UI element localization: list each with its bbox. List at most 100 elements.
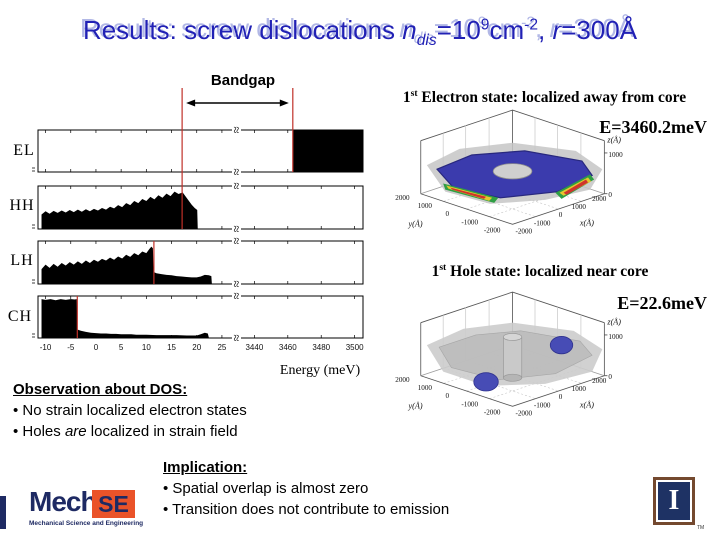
- hole-state-3d-plot: z(Å) 1000 0 2000 1000 0 -1000 -2000 y(Å)…: [395, 291, 623, 418]
- observation-bullet-2: • Holes are localized in strain field: [13, 421, 353, 442]
- y-tick: 0: [445, 392, 449, 400]
- implication-heading: Implication:: [163, 459, 248, 476]
- electron-state-heading: 1st Electron state: localized away from …: [382, 88, 707, 107]
- mechse-logo-text: Mech: [29, 486, 98, 517]
- svg-text:≈: ≈: [229, 126, 244, 133]
- y-tick: 1000: [418, 202, 433, 210]
- y-tick: -2000: [484, 408, 501, 416]
- dos-chart: ≈ ≈ ≈ ≈ ≈ ≈ ≈ ≈ -10 -5 0 5 10 15 20 25 3440 3460 3480 3500: [32, 88, 364, 352]
- core-cylinder: [503, 333, 523, 382]
- y-tick: 2000: [395, 376, 410, 384]
- svg-text:-10: -10: [40, 343, 52, 352]
- y-tick: -1000: [461, 400, 478, 408]
- svg-text:-5: -5: [67, 343, 75, 352]
- svg-text:3480: 3480: [312, 343, 330, 352]
- heading-rest: Hole state: localized near core: [446, 263, 649, 281]
- svg-text:10: 10: [142, 343, 151, 352]
- svg-text:≈: ≈: [229, 334, 244, 341]
- heading-num: 1: [431, 263, 440, 281]
- svg-text:≈: ≈: [229, 225, 244, 232]
- y-tick: -1000: [461, 218, 478, 226]
- z-tick: 1000: [608, 151, 623, 159]
- svg-text:3460: 3460: [279, 343, 297, 352]
- mechse-logo-tagline: Mechanical Science and Engineering: [29, 520, 144, 527]
- panel-label-ch: CH: [7, 308, 33, 325]
- x-tick: 2000: [592, 377, 607, 385]
- title-pow2: -2: [524, 16, 539, 34]
- y-axis-label: y(Å): [408, 401, 423, 410]
- core-hole: [492, 163, 533, 180]
- panel-label-el: EL: [13, 142, 35, 159]
- svg-text:≈: ≈: [229, 292, 244, 299]
- x-tick: -2000: [515, 228, 532, 236]
- svg-text:15: 15: [167, 343, 176, 352]
- slide-title: Results: screw dislocations ndis=109cm-2…: [0, 15, 720, 50]
- title-prefix: Results: screw dislocations: [82, 15, 403, 45]
- svg-text:≈: ≈: [229, 280, 244, 287]
- observation-bullet-1: • No strain localized electron states: [13, 402, 247, 419]
- z-axis-label: z(Å): [606, 136, 621, 145]
- hole-blob-front: [473, 372, 499, 392]
- x-tick: 1000: [572, 203, 587, 211]
- svg-text:≈: ≈: [229, 168, 244, 175]
- bullet-text: • Holes: [13, 423, 65, 440]
- x-tick: -2000: [515, 410, 532, 418]
- hole-energy-label: E=22.6meV: [617, 293, 707, 313]
- hole-blob-right: [549, 336, 574, 355]
- z-tick: 0: [608, 373, 612, 381]
- heading-sup: st: [410, 88, 418, 99]
- y-tick: 0: [445, 210, 449, 218]
- svg-text:3500: 3500: [346, 343, 364, 352]
- observation-heading: Observation about DOS:: [13, 381, 188, 398]
- svg-text:3440: 3440: [245, 343, 263, 352]
- heading-rest: Electron state: localized away from core: [417, 89, 687, 107]
- z-tick: 0: [608, 191, 612, 199]
- x-tick: -1000: [534, 401, 551, 409]
- panel-label-hh: HH: [9, 197, 35, 214]
- title-eq: =10: [436, 15, 481, 45]
- y-tick: 2000: [395, 194, 410, 202]
- hole-state-heading: 1st Hole state: localized near core: [390, 262, 690, 281]
- bullet-text: localized in strain field: [86, 423, 238, 440]
- x-axis-label: x(Å): [579, 400, 594, 409]
- mechse-se-text: SE: [98, 491, 129, 517]
- panel-label-lh: LH: [10, 252, 34, 269]
- x-tick: 2000: [592, 195, 607, 203]
- y-axis-label: y(Å): [408, 219, 423, 228]
- svg-text:20: 20: [192, 343, 201, 352]
- heading-sup: st: [439, 262, 447, 273]
- implication-block: Implication: • Spatial overlap is almost…: [163, 457, 523, 520]
- z-axis-label: z(Å): [606, 318, 621, 327]
- z-tick: 1000: [608, 333, 623, 341]
- heading-num: 1: [402, 89, 411, 107]
- y-tick: 1000: [418, 384, 433, 392]
- title-unit: cm: [489, 15, 525, 45]
- electron-energy-label: E=3460.2meV: [599, 117, 707, 137]
- strain-localization-right: [555, 174, 595, 199]
- strain-localization-left: [443, 183, 499, 203]
- mechse-logo-se-block: SE: [92, 490, 135, 518]
- title-n: n: [402, 15, 417, 45]
- svg-text:25: 25: [217, 343, 226, 352]
- svg-text:≈: ≈: [229, 182, 244, 189]
- energy-axis-label: Energy (meV): [279, 363, 361, 378]
- x-tick: -1000: [534, 219, 551, 227]
- electron-state-3d-plot: z(Å) 1000 0 2000 1000 0 -1000 -2000 y(Å)…: [395, 109, 623, 236]
- title-rval: =300Å: [561, 15, 638, 45]
- title-r: r: [552, 15, 562, 45]
- title-pow: 9: [480, 16, 490, 34]
- svg-text:0: 0: [94, 343, 99, 352]
- illinois-tm-mark: TM: [697, 525, 705, 531]
- x-tick: 1000: [572, 385, 587, 393]
- svg-text:5: 5: [119, 343, 124, 352]
- x-axis-label: x(Å): [579, 218, 594, 227]
- bandgap-label: Bandgap: [210, 72, 276, 89]
- bullet-emphasis: are: [64, 423, 87, 440]
- mechse-logo-bar: [0, 496, 6, 529]
- illinois-logo: I: [653, 477, 695, 525]
- x-tick: 0: [559, 211, 563, 219]
- implication-bullet-1: • Spatial overlap is almost zero: [163, 480, 369, 497]
- observation-block: Observation about DOS: • No strain local…: [13, 379, 353, 442]
- y-tick: -2000: [484, 226, 501, 234]
